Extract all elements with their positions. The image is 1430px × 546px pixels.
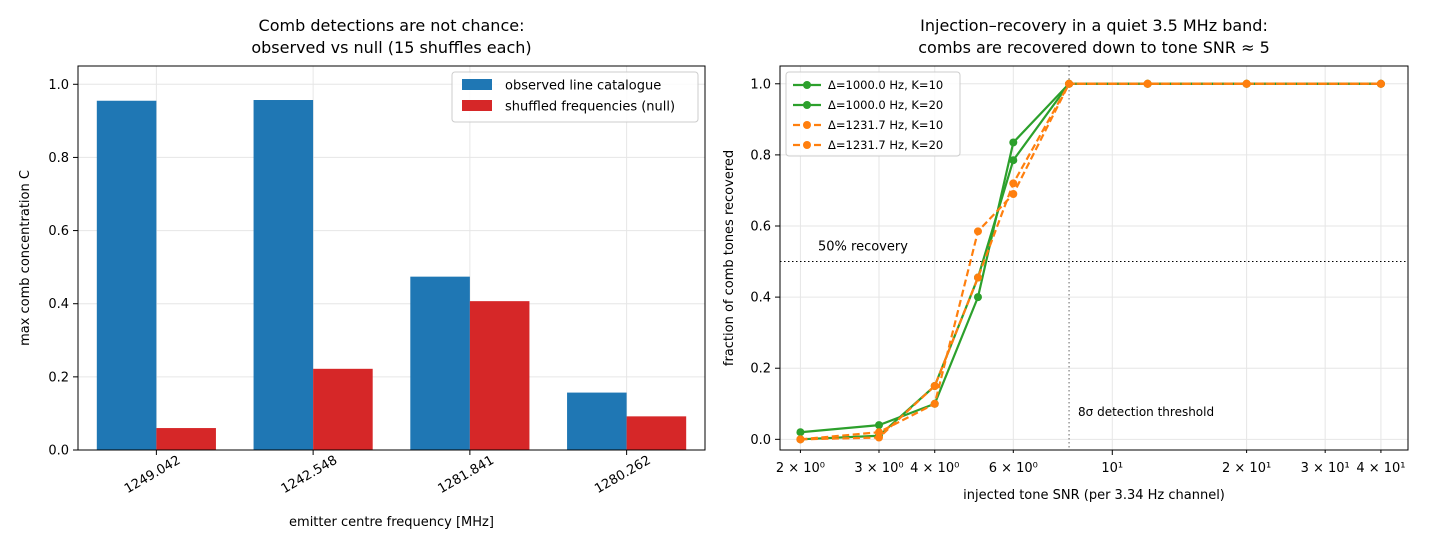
data-point — [1065, 79, 1074, 88]
left-bar-chart: 1249.042 1242.548 1281.841 1280.262 0.0 0.2 0.… — [18, 16, 706, 530]
y-tick-label: 0.4 — [750, 291, 771, 306]
data-point — [1009, 138, 1018, 147]
bar-null — [469, 301, 530, 450]
x-tick-label: 3 × 10⁰ — [854, 461, 903, 476]
x-tick-label: 1281.841 — [436, 453, 497, 497]
x-tick-label: 1280.262 — [592, 453, 653, 497]
legend-swatch — [462, 100, 492, 111]
data-point — [796, 428, 805, 437]
x-tick-label: 3 × 10¹ — [1301, 461, 1350, 476]
y-tick-label: 0.0 — [750, 433, 771, 448]
legend-label: Δ=1231.7 Hz, K=10 — [828, 118, 943, 132]
x-tick-label: 2 × 10¹ — [1222, 461, 1271, 476]
y-tick-label: 0.8 — [48, 151, 69, 166]
data-point — [973, 273, 982, 282]
bar-observed — [253, 100, 314, 451]
x-tick-label: 4 × 10⁰ — [910, 461, 959, 476]
y-tick-label: 1.0 — [750, 77, 771, 92]
chart-title: Comb detections are not chance: observed … — [251, 16, 531, 57]
data-point — [1376, 79, 1385, 88]
bar-observed — [410, 276, 470, 450]
x-axis-label: emitter centre frequency [MHz] — [289, 515, 494, 530]
data-point — [930, 399, 939, 408]
legend-marker — [803, 121, 811, 129]
y-axis-label: fraction of comb tones recovered — [722, 150, 737, 366]
legend-box — [451, 71, 699, 123]
bar-null — [313, 368, 373, 450]
plot-frame — [779, 65, 1409, 451]
bar-observed — [567, 392, 627, 450]
y-tick-label: 1.0 — [48, 78, 69, 93]
data-point — [796, 435, 805, 444]
y-tick-label: 0.6 — [48, 224, 69, 239]
legend-label: Δ=1231.7 Hz, K=20 — [828, 138, 943, 152]
legend-label: Δ=1000.0 Hz, K=20 — [828, 98, 943, 112]
y-tick-label: 0.0 — [48, 444, 69, 459]
y-tick-label: 0.2 — [48, 370, 69, 385]
vline-annotation: 8σ detection threshold — [1078, 405, 1214, 419]
bar-observed — [96, 100, 157, 450]
legend-label: Δ=1000.0 Hz, K=10 — [828, 78, 943, 92]
legend-box — [785, 71, 961, 157]
data-point — [1242, 79, 1251, 88]
y-tick-label: 0.6 — [750, 220, 771, 235]
data-point — [973, 227, 982, 236]
x-tick-label: 10¹ — [1101, 461, 1123, 476]
legend-label: shuffled frequencies (null) — [505, 100, 675, 115]
x-tick-label: 2 × 10⁰ — [776, 461, 825, 476]
x-axis-label: injected tone SNR (per 3.34 Hz channel) — [963, 488, 1225, 503]
x-tick-label: 1242.548 — [279, 453, 340, 497]
y-tick-label: 0.8 — [750, 148, 771, 163]
data-point — [1009, 156, 1018, 165]
hline-annotation: 50% recovery — [818, 240, 908, 255]
x-tick-label: 6 × 10⁰ — [989, 461, 1038, 476]
bar-null — [626, 416, 687, 450]
legend-marker — [803, 141, 811, 149]
data-point — [973, 293, 982, 302]
legend-swatch — [462, 79, 492, 90]
legend-label: observed line catalogue — [505, 79, 661, 94]
x-tick-label: 4 × 10¹ — [1356, 461, 1405, 476]
right-line-chart: 50% recovery 8σ detection threshold 0.0 0.2… — [722, 16, 1409, 503]
data-point — [874, 433, 883, 442]
data-point — [874, 421, 883, 430]
plot-frame — [77, 65, 706, 451]
y-tick-label: 0.2 — [750, 362, 771, 377]
legend-marker — [803, 101, 811, 109]
data-point — [1143, 79, 1152, 88]
bar-null — [156, 428, 216, 450]
legend-marker — [803, 81, 811, 89]
y-tick-label: 0.4 — [48, 297, 69, 312]
data-point — [930, 382, 939, 390]
x-tick-label: 1249.042 — [122, 453, 183, 497]
y-axis-label: max comb concentration C — [18, 170, 33, 346]
data-point — [1009, 190, 1018, 198]
chart-title: Injection–recovery in a quiet 3.5 MHz ba… — [918, 16, 1270, 57]
data-point — [1009, 179, 1018, 188]
